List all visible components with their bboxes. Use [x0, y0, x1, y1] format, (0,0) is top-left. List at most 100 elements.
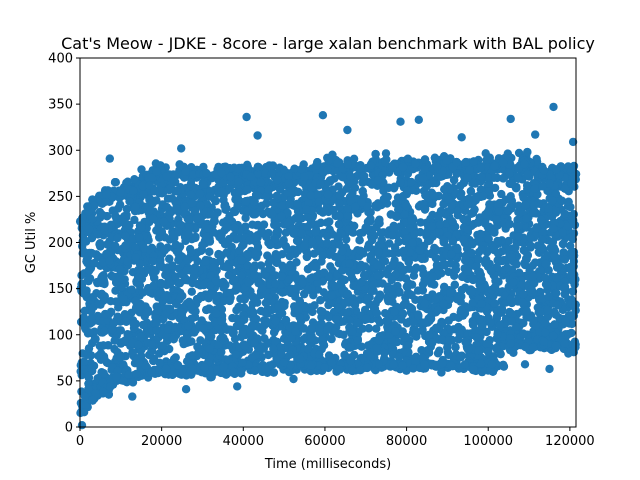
data-point — [515, 268, 524, 277]
data-point — [283, 245, 292, 254]
data-point — [569, 262, 578, 271]
data-point — [428, 272, 438, 281]
data-point — [243, 185, 252, 194]
data-point — [129, 319, 138, 329]
data-point — [125, 197, 134, 206]
data-point — [122, 317, 131, 326]
data-point — [281, 228, 291, 237]
data-point — [509, 348, 518, 357]
data-point — [404, 341, 413, 350]
data-point — [468, 320, 478, 329]
data-point — [335, 240, 344, 249]
data-point — [128, 348, 137, 357]
data-point — [77, 271, 86, 280]
data-point — [468, 240, 477, 249]
data-point — [552, 273, 561, 282]
data-point — [346, 172, 355, 181]
data-point — [353, 209, 362, 218]
data-point — [445, 295, 454, 304]
data-point — [257, 226, 266, 235]
data-point — [466, 187, 476, 196]
data-point — [430, 280, 439, 289]
data-point — [217, 230, 226, 239]
data-point — [358, 178, 367, 187]
data-point — [417, 346, 426, 355]
data-point — [420, 205, 430, 214]
data-point — [213, 340, 223, 350]
data-point — [253, 191, 263, 200]
data-point — [295, 312, 304, 322]
data-point — [387, 343, 396, 352]
data-point — [456, 181, 465, 191]
data-point — [249, 249, 259, 258]
data-points — [75, 102, 581, 430]
data-point — [474, 255, 483, 264]
data-point — [476, 229, 485, 239]
data-point — [316, 296, 325, 305]
data-point — [162, 265, 171, 275]
data-point — [254, 169, 263, 178]
data-point — [99, 275, 108, 284]
data-point — [131, 202, 140, 211]
data-point — [512, 260, 521, 269]
data-point — [532, 157, 542, 166]
data-point — [153, 306, 162, 315]
data-point — [225, 184, 234, 193]
data-point — [375, 318, 385, 327]
data-point — [132, 369, 141, 379]
data-point — [418, 326, 427, 336]
data-point — [155, 358, 164, 368]
data-point — [308, 307, 317, 317]
data-point — [506, 192, 515, 201]
data-point — [409, 271, 419, 280]
data-point — [372, 324, 381, 333]
data-point — [256, 261, 266, 270]
data-point — [241, 222, 250, 231]
data-point — [121, 241, 130, 250]
data-point — [504, 236, 513, 246]
data-point — [514, 148, 524, 158]
data-point — [347, 268, 356, 278]
data-point — [165, 254, 174, 263]
data-point — [285, 367, 294, 377]
data-point — [137, 165, 146, 174]
data-point — [261, 191, 271, 201]
data-point — [99, 369, 108, 378]
data-point — [497, 189, 506, 199]
data-point — [178, 336, 187, 345]
data-point — [219, 297, 228, 306]
data-point — [310, 301, 319, 310]
data-point — [111, 297, 121, 306]
data-point — [383, 286, 392, 295]
data-point — [193, 342, 202, 351]
data-point — [110, 178, 120, 187]
data-point — [199, 180, 208, 189]
data-point — [338, 173, 347, 182]
data-point — [481, 259, 490, 268]
data-point — [93, 278, 102, 288]
data-point — [187, 287, 196, 296]
data-point — [355, 229, 365, 238]
data-point — [451, 265, 461, 274]
data-point — [413, 286, 423, 295]
data-point — [225, 341, 234, 350]
data-point — [241, 213, 250, 223]
data-point — [339, 330, 348, 339]
data-point — [357, 342, 366, 351]
data-point — [568, 235, 577, 244]
data-point — [337, 253, 346, 262]
data-point — [458, 272, 467, 282]
data-point — [434, 268, 444, 277]
data-point — [283, 218, 293, 227]
data-point — [561, 316, 570, 326]
data-point — [326, 262, 335, 271]
data-point — [175, 278, 185, 288]
data-point — [481, 149, 490, 158]
data-point — [342, 235, 351, 244]
chart-title: Cat's Meow - JDKE - 8core - large xalan … — [61, 34, 595, 53]
data-point — [443, 343, 452, 352]
data-point — [335, 212, 344, 221]
data-point — [217, 187, 226, 196]
data-point — [381, 149, 391, 158]
